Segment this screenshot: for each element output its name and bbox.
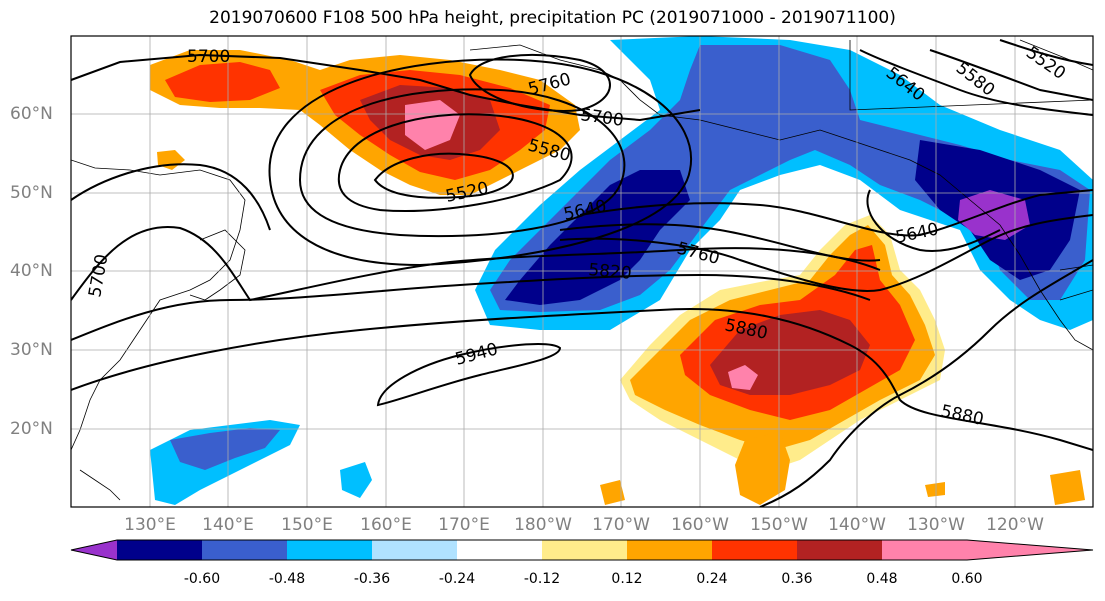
shade-pos-central-pink	[728, 365, 758, 390]
colorbar-cell-7	[627, 540, 712, 560]
colorbar-tick-5: -0.12	[523, 571, 561, 587]
shade-neg-trop-small	[340, 462, 372, 498]
height-contours	[71, 39, 1093, 507]
lon-label-180w: 180°W	[514, 515, 572, 535]
colorbar-tick-8: 0.36	[781, 571, 813, 587]
lat-label-50n: 50°N	[10, 183, 53, 203]
colorbar-cell-2	[202, 540, 287, 560]
positive-anomaly-shading	[150, 50, 1085, 505]
contour-label-5700c: 5700	[85, 253, 112, 299]
contour-5520-ne	[999, 39, 1093, 66]
contour-label-5700b: 5700	[579, 105, 625, 131]
colorbar-cell-1	[117, 540, 202, 560]
contour-5580	[337, 113, 573, 212]
colorbar-tick-7: 0.24	[696, 571, 728, 587]
contour-label-5760b: 5760	[675, 239, 722, 270]
contour-5820	[71, 225, 881, 302]
lon-label-130w: 130°W	[907, 515, 965, 535]
contour-5760-west	[71, 163, 271, 231]
colorbar-tick-6: 0.12	[611, 571, 643, 587]
colorbar-tick-3: -0.36	[353, 571, 391, 587]
contour-label-5640b: 5640	[894, 219, 940, 248]
lon-label-130e: 130°E	[124, 515, 176, 535]
contour-5760-mid	[559, 214, 1093, 292]
contour-east-trough	[759, 259, 1093, 507]
contour-ridge	[866, 189, 1001, 252]
colorbar-tick-1: -0.60	[183, 571, 221, 587]
lat-label-20n: 20°N	[10, 419, 53, 439]
lon-label-170e: 170°E	[438, 515, 490, 535]
figure-title: 2019070600 F108 500 hPa height, precipit…	[209, 8, 896, 28]
colorbar-cell-5	[457, 540, 542, 560]
lon-label-140w: 140°W	[828, 515, 886, 535]
colorbar-cell-9	[797, 540, 882, 560]
lon-label-150w: 150°W	[750, 515, 808, 535]
shade-pos-kam-small	[157, 150, 185, 170]
contour-5700-low	[268, 58, 693, 267]
colorbar-tick-10: 0.60	[951, 571, 983, 587]
lat-label-40n: 40°N	[10, 261, 53, 281]
colorbar-tick-9: 0.48	[866, 571, 898, 587]
lon-label-160w: 160°W	[671, 515, 729, 535]
contour-5940	[376, 343, 562, 407]
colorbar-cell-4	[372, 540, 457, 560]
contour-5580-ne	[929, 49, 1093, 101]
shade-pos-south	[735, 432, 790, 505]
contour-5640-mid	[579, 189, 1093, 237]
colorbar-cell-8	[712, 540, 797, 560]
shade-pos-bering-pink	[405, 100, 460, 150]
contour-5520	[373, 152, 514, 199]
shade-neg-trop-inner	[170, 428, 280, 470]
colorbar	[70, 539, 1094, 561]
colorbar-right-arrow	[967, 540, 1093, 560]
colorbar-left-arrow	[71, 540, 117, 560]
colorbar-outline	[70, 539, 1094, 561]
colorbar-cell-3	[287, 540, 372, 560]
contour-5700-top	[71, 53, 701, 122]
contour-5880-west	[71, 273, 871, 341]
lon-label-160e: 160°E	[360, 515, 412, 535]
map-frame	[70, 35, 1094, 508]
contour-5880-east	[71, 308, 1093, 451]
contour-5700-mid	[559, 223, 881, 262]
contour-label-5820: 5820	[588, 260, 633, 284]
colorbar-tick-4: -0.24	[438, 571, 476, 587]
lon-label-140e: 140°E	[202, 515, 254, 535]
colorbar-cell-10	[882, 540, 967, 560]
colorbar-cell-6	[542, 540, 627, 560]
lon-label-170w: 170°W	[592, 515, 650, 535]
negative-anomaly-shading	[150, 36, 1093, 505]
contour-label-5880b: 5880	[939, 401, 985, 430]
lat-label-30n: 30°N	[10, 340, 53, 360]
lon-label-120w: 120°W	[986, 515, 1044, 535]
contour-label-5940: 5940	[453, 339, 500, 370]
lat-label-60n: 60°N	[10, 104, 53, 124]
contour-label-5700a: 5700	[187, 47, 230, 67]
contour-5640-low	[298, 88, 626, 238]
colorbar-tick-2: -0.48	[268, 571, 306, 587]
lon-label-150e: 150°E	[281, 515, 333, 535]
shade-pos-south2	[600, 470, 1085, 505]
contour-5640-ne	[859, 49, 1093, 116]
contour-label-5520b: 5520	[1022, 43, 1069, 84]
